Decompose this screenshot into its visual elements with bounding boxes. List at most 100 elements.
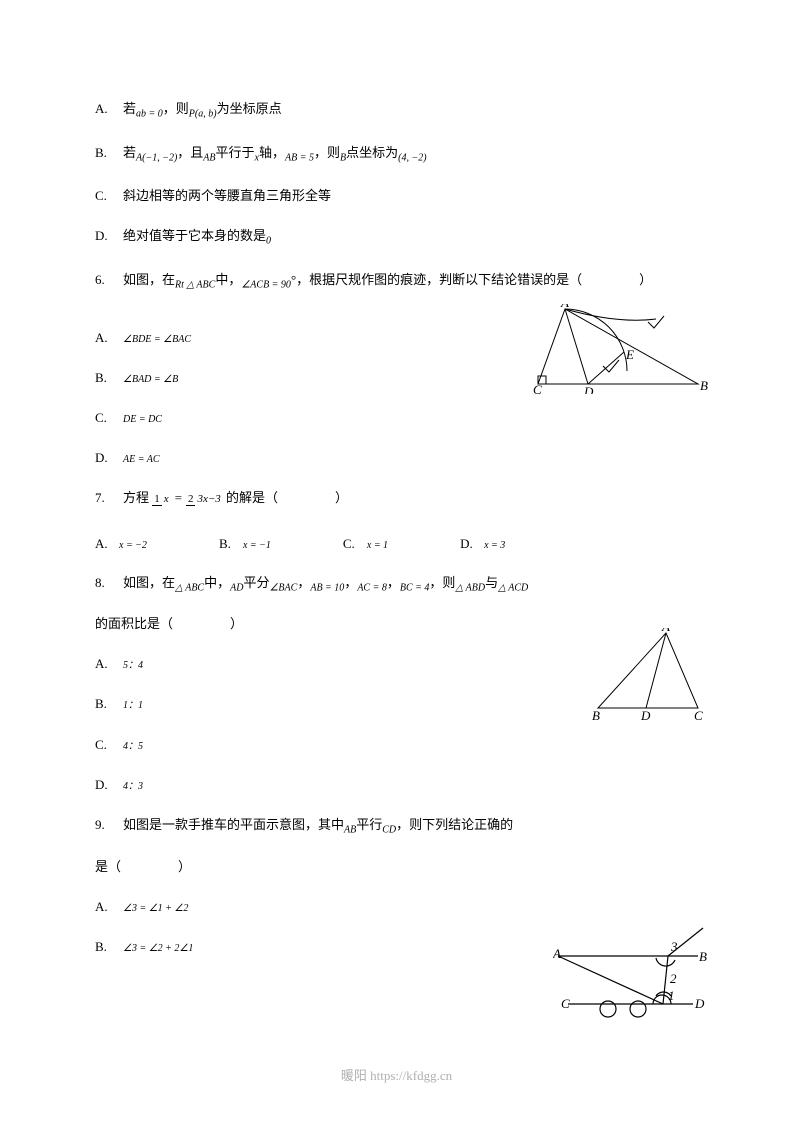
math: AC = 8: [357, 582, 387, 593]
q8-stem: 8. 如图，在△ ABC中，AD平分∠BAC，AB = 10，AC = 8，BC…: [95, 574, 703, 596]
option-label: B.: [95, 369, 123, 387]
q5-option-c: C. 斜边相等的两个等腰直角三角形全等: [95, 187, 703, 205]
q7-stem: 7. 方程 1x = 23x−3 的解是（ ）: [95, 489, 703, 507]
math: AD: [230, 582, 243, 593]
text: 轴，: [259, 145, 285, 160]
math: x = 1: [367, 540, 388, 551]
option-label: D.: [460, 536, 484, 552]
math: DE = DC: [123, 413, 162, 427]
text: ）: [639, 272, 652, 287]
math: ∠3 = ∠2 + 2∠1: [123, 942, 193, 956]
q5-option-a: A. 若ab = 0，则P(a, b)为坐标原点: [95, 100, 703, 122]
math: ∠BAD = ∠B: [123, 373, 178, 387]
math: AB: [203, 152, 215, 163]
svg-text:A: A: [661, 628, 670, 634]
option-label: C.: [343, 536, 367, 552]
math: Rt △ ABC: [175, 280, 215, 291]
math: 4：5: [123, 740, 143, 754]
q7-option-a: A.x = −2: [95, 536, 147, 552]
q6-option-d: D. AE = AC: [95, 449, 703, 467]
math: △ ABD: [455, 582, 485, 593]
q5-option-b: B. 若A(−1, −2)，且AB平行于x轴，AB = 5，则B点坐标为(4, …: [95, 144, 703, 166]
svg-text:E: E: [625, 347, 634, 362]
option-label: A.: [95, 898, 123, 916]
math: ∠ACB = 90: [241, 280, 291, 291]
math: ∠BAC: [269, 582, 297, 593]
question-text: 如图，在Rt △ ABC中，∠ACB = 90°，根据尺规作图的痕迹，判断以下结…: [123, 271, 652, 293]
math: AB = 5: [285, 152, 314, 163]
q9-figure: A B C D 1 2 3: [553, 926, 713, 1021]
option-label: A.: [95, 536, 119, 552]
option-text: 绝对值等于它本身的数是0: [123, 227, 271, 249]
text: ，根据尺规作图的痕迹，判断以下结论错误的是（: [296, 272, 582, 287]
text: 若: [123, 145, 136, 160]
math: 4：3: [123, 780, 143, 794]
svg-text:B: B: [699, 949, 707, 964]
option-label: B.: [95, 144, 123, 162]
svg-text:C: C: [561, 996, 570, 1011]
question-text: 如图，在△ ABC中，AD平分∠BAC，AB = 10，AC = 8，BC = …: [123, 574, 678, 596]
math: BC = 4: [400, 582, 430, 593]
q6-stem: 6. 如图，在Rt △ ABC中，∠ACB = 90°，根据尺规作图的痕迹，判断…: [95, 271, 703, 293]
math: x = −1: [243, 540, 271, 551]
text: 如图是一款手推车的平面示意图，其中: [123, 817, 344, 832]
math: ∠3 = ∠1 + ∠2: [123, 902, 188, 916]
q6-figure: A B C D E: [528, 304, 708, 394]
svg-text:A: A: [560, 304, 569, 310]
q7-option-c: C.x = 1: [343, 536, 388, 552]
svg-text:B: B: [592, 708, 600, 723]
math: (4, −2): [398, 152, 426, 163]
math: =: [174, 490, 183, 505]
question-text: 如图是一款手推车的平面示意图，其中AB平行CD，则下列结论正确的: [123, 816, 693, 838]
svg-text:D: D: [583, 384, 594, 394]
q5-option-d: D. 绝对值等于它本身的数是0: [95, 227, 703, 249]
math: 5：4: [123, 659, 143, 673]
svg-text:C: C: [533, 382, 542, 394]
option-label: A.: [95, 655, 123, 673]
question-number: 8.: [95, 574, 123, 592]
fraction: 23x−3: [186, 492, 223, 507]
text: ，: [387, 575, 400, 590]
svg-text:C: C: [694, 708, 703, 723]
math: AE = AC: [123, 453, 160, 467]
math: ab = 0: [136, 109, 163, 120]
math: AB = 10: [310, 582, 344, 593]
q6-option-c: C. DE = DC: [95, 409, 703, 427]
math: CD: [382, 825, 396, 836]
math: 0: [266, 236, 271, 247]
text: 点坐标为: [346, 145, 398, 160]
svg-text:D: D: [694, 996, 705, 1011]
math: △ ACD: [498, 582, 528, 593]
option-label: C.: [95, 187, 123, 205]
svg-text:2: 2: [670, 971, 677, 986]
math: x = 3: [484, 540, 505, 551]
svg-text:3: 3: [670, 939, 678, 954]
text: 如图，在: [123, 272, 175, 287]
q9-line2: 是（ ）: [95, 858, 703, 876]
option-text: 若ab = 0，则P(a, b)为坐标原点: [123, 100, 282, 122]
text: 绝对值等于它本身的数是: [123, 228, 266, 243]
text: ，则下列结论正确的: [396, 817, 513, 832]
svg-text:D: D: [640, 708, 651, 723]
math: A(−1, −2): [136, 152, 177, 163]
text: 为坐标原点: [217, 101, 282, 116]
option-label: C.: [95, 409, 123, 427]
text: 的面积比是（ ）: [95, 615, 243, 633]
option-text: 若A(−1, −2)，且AB平行于x轴，AB = 5，则B点坐标为(4, −2): [123, 144, 427, 166]
q8-figure: A B C D: [588, 628, 708, 723]
question-number: 6.: [95, 271, 123, 289]
svg-text:1: 1: [668, 988, 675, 1003]
option-label: A.: [95, 329, 123, 347]
text: ，则: [314, 145, 340, 160]
text: ，则: [163, 101, 189, 116]
option-label: D.: [95, 776, 123, 794]
text: 的解是（: [226, 490, 278, 505]
text: ，: [297, 575, 310, 590]
question-number: 7.: [95, 489, 123, 507]
text: 中，: [204, 575, 230, 590]
option-label: D.: [95, 449, 123, 467]
svg-text:B: B: [700, 378, 708, 393]
option-label: B.: [95, 938, 123, 956]
svg-text:A: A: [553, 946, 561, 961]
text: 平分: [243, 575, 269, 590]
